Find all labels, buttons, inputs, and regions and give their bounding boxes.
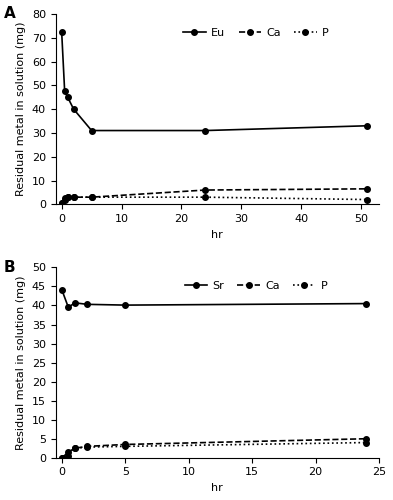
Y-axis label: Residual metal in solution (mg): Residual metal in solution (mg) bbox=[16, 276, 26, 450]
P bbox=[66, 453, 71, 459]
Sr bbox=[72, 300, 77, 306]
Eu bbox=[365, 123, 369, 129]
X-axis label: hr: hr bbox=[211, 483, 223, 493]
Ca bbox=[71, 194, 76, 200]
P bbox=[365, 196, 369, 202]
P bbox=[60, 455, 64, 461]
Sr bbox=[364, 300, 369, 306]
Eu bbox=[62, 88, 67, 94]
P bbox=[62, 196, 67, 202]
P bbox=[364, 440, 369, 446]
X-axis label: hr: hr bbox=[211, 230, 223, 239]
P bbox=[65, 194, 70, 200]
Eu bbox=[59, 29, 64, 35]
Ca bbox=[203, 187, 208, 193]
Line: P: P bbox=[59, 440, 369, 460]
Line: Sr: Sr bbox=[59, 288, 369, 310]
Eu bbox=[65, 94, 70, 100]
Ca bbox=[66, 449, 71, 455]
P bbox=[85, 444, 90, 450]
Ca bbox=[72, 446, 77, 452]
Ca bbox=[123, 442, 128, 448]
Line: P: P bbox=[59, 194, 370, 206]
Line: Ca: Ca bbox=[59, 436, 369, 460]
Legend: Eu, Ca, P: Eu, Ca, P bbox=[179, 24, 333, 42]
P bbox=[123, 444, 128, 450]
Sr bbox=[85, 302, 90, 308]
Line: Eu: Eu bbox=[59, 29, 370, 134]
P bbox=[59, 200, 64, 206]
Ca bbox=[60, 455, 64, 461]
Sr bbox=[60, 288, 64, 294]
Ca bbox=[62, 196, 67, 202]
Legend: Sr, Ca, P: Sr, Ca, P bbox=[180, 277, 332, 295]
Line: Ca: Ca bbox=[59, 186, 370, 206]
Ca bbox=[364, 436, 369, 442]
Y-axis label: Residual metal in solution (mg): Residual metal in solution (mg) bbox=[16, 22, 26, 197]
P bbox=[203, 194, 208, 200]
Ca bbox=[89, 194, 94, 200]
Sr bbox=[66, 304, 71, 310]
P bbox=[89, 194, 94, 200]
Ca bbox=[85, 444, 90, 450]
Eu bbox=[203, 128, 208, 134]
Ca bbox=[59, 200, 64, 206]
Sr bbox=[123, 302, 128, 308]
P bbox=[72, 446, 77, 452]
Text: A: A bbox=[4, 6, 16, 22]
P bbox=[71, 194, 76, 200]
Text: B: B bbox=[4, 260, 16, 275]
Eu bbox=[89, 128, 94, 134]
Ca bbox=[65, 194, 70, 200]
Eu bbox=[71, 106, 76, 112]
Ca bbox=[365, 186, 369, 192]
